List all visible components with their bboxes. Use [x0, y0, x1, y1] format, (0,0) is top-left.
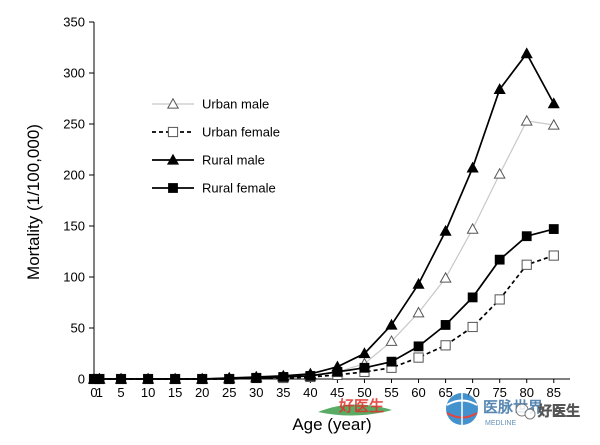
data-point-urban-female — [548, 250, 559, 261]
x-tick-label: 5 — [117, 385, 124, 400]
x-tick-label: 50 — [357, 385, 371, 400]
data-point-urban-female — [440, 340, 451, 351]
series-line-rural-female — [94, 228, 555, 380]
legend-item-urban-male: Urban male — [152, 97, 269, 112]
data-point-rural-male — [358, 347, 371, 359]
series-line-rural-male — [94, 52, 555, 380]
x-tick-label: 85 — [547, 385, 561, 400]
x-tick-label: 15 — [168, 385, 182, 400]
data-point-rural-male — [169, 372, 182, 384]
data-point-rural-female — [413, 341, 424, 352]
x-tick-label: 10 — [141, 385, 155, 400]
data-point-rural-female — [440, 320, 451, 330]
x-tick-label: 75 — [492, 385, 506, 400]
data-point-rural-male — [439, 224, 452, 236]
legend-item-rural-female: Rural female — [152, 181, 276, 196]
watermark-account-text: 好医生 — [537, 403, 580, 420]
axes — [93, 22, 570, 380]
legend-label-rural-female: Rural female — [202, 181, 276, 196]
data-point-rural-male — [385, 318, 398, 330]
legend-label-rural-male: Rural male — [202, 153, 265, 168]
data-point-urban-male — [439, 271, 452, 283]
y-tick-label: 200 — [63, 168, 85, 183]
data-point-rural-male — [223, 371, 236, 383]
data-point-rural-male — [466, 161, 479, 173]
data-point-urban-female — [413, 352, 424, 363]
watermark: 好医生 医脉世界 MEDLINE 好医生 — [318, 393, 580, 427]
data-point-rural-male — [412, 277, 425, 289]
legend-marker-urban-female — [167, 126, 179, 138]
x-tick-label: 65 — [438, 385, 452, 400]
data-point-rural-male — [331, 360, 344, 372]
series-rural-male — [87, 47, 560, 384]
data-point-urban-male — [466, 222, 479, 234]
x-tick-label: 60 — [411, 385, 425, 400]
data-point-urban-female — [467, 321, 478, 333]
watermark-brand-sub: MEDLINE — [485, 420, 516, 427]
series-layer — [87, 47, 560, 385]
data-point-rural-male — [250, 370, 263, 382]
x-tick-label: 25 — [222, 385, 236, 400]
series-line-urban-female — [94, 254, 555, 380]
data-point-rural-male — [142, 372, 155, 384]
y-tick-label: 250 — [63, 117, 85, 132]
watermark-logo-text: 好医生 — [338, 397, 384, 415]
data-point-urban-male — [547, 118, 560, 130]
data-point-rural-male — [304, 367, 317, 379]
data-point-rural-female — [494, 254, 505, 265]
y-tick-label: 350 — [63, 15, 85, 30]
watermark-logo-icon — [318, 404, 392, 416]
legend-marker-rural-female — [168, 183, 178, 193]
data-point-urban-female — [494, 294, 505, 305]
data-point-urban-male — [385, 335, 398, 346]
x-tick-label: 35 — [276, 385, 290, 400]
data-point-urban-female — [521, 259, 532, 270]
data-point-urban-male — [520, 114, 533, 126]
y-tick-label: 50 — [71, 321, 85, 336]
series-urban-female — [88, 250, 559, 385]
x-tick-label: 40 — [303, 385, 317, 400]
x-axis-ticks: 01 5 10 15 20 25 30 35 40 45 50 55 60 65 70 75 80 85 — [90, 379, 561, 400]
data-point-rural-male — [493, 83, 506, 94]
legend-item-rural-male: Rural male — [152, 153, 265, 168]
x-tick-label: 55 — [384, 385, 398, 400]
x-tick-label: 1 — [96, 385, 103, 400]
x-tick-label: 45 — [330, 385, 344, 400]
data-point-rural-female — [467, 292, 478, 303]
legend-label-urban-male: Urban male — [202, 97, 269, 112]
data-point-rural-female — [386, 356, 397, 367]
x-tick-label: 30 — [249, 385, 263, 400]
legend-marker-rural-male — [166, 153, 180, 165]
y-axis-title: Mortality (1/100,000) — [24, 124, 43, 280]
y-axis-ticks: 0 50 100 150 200 250 300 350 — [63, 15, 94, 387]
legend-marker-urban-male — [166, 97, 180, 109]
data-point-rural-male — [114, 372, 128, 384]
y-tick-label: 0 — [78, 372, 85, 387]
legend-item-urban-female: Urban female — [152, 125, 280, 140]
legend-label-urban-female: Urban female — [202, 125, 280, 140]
legend: Urban male Urban female Rural male Rural fe… — [152, 97, 280, 196]
x-axis-title: Age (year) — [292, 415, 371, 434]
data-point-urban-male — [412, 306, 425, 318]
series-rural-female — [89, 224, 559, 384]
data-point-rural-male — [277, 369, 290, 381]
data-point-rural-male — [547, 97, 560, 109]
x-tick-label: 0 — [90, 385, 97, 400]
series-urban-male — [87, 114, 560, 384]
data-point-urban-male — [493, 167, 506, 179]
data-point-rural-male — [196, 372, 209, 384]
wechat-icon — [515, 403, 536, 420]
y-tick-label: 150 — [63, 219, 85, 234]
watermark-globe-icon — [446, 393, 478, 425]
data-point-rural-female — [359, 362, 370, 373]
y-tick-label: 300 — [63, 66, 85, 81]
y-tick-label: 100 — [63, 270, 85, 285]
data-point-rural-male — [520, 47, 533, 59]
data-point-rural-female — [521, 231, 532, 242]
x-tick-label: 20 — [195, 385, 209, 400]
data-point-rural-male — [93, 372, 106, 384]
x-tick-label: 80 — [519, 385, 533, 400]
data-point-rural-female — [548, 224, 559, 234]
